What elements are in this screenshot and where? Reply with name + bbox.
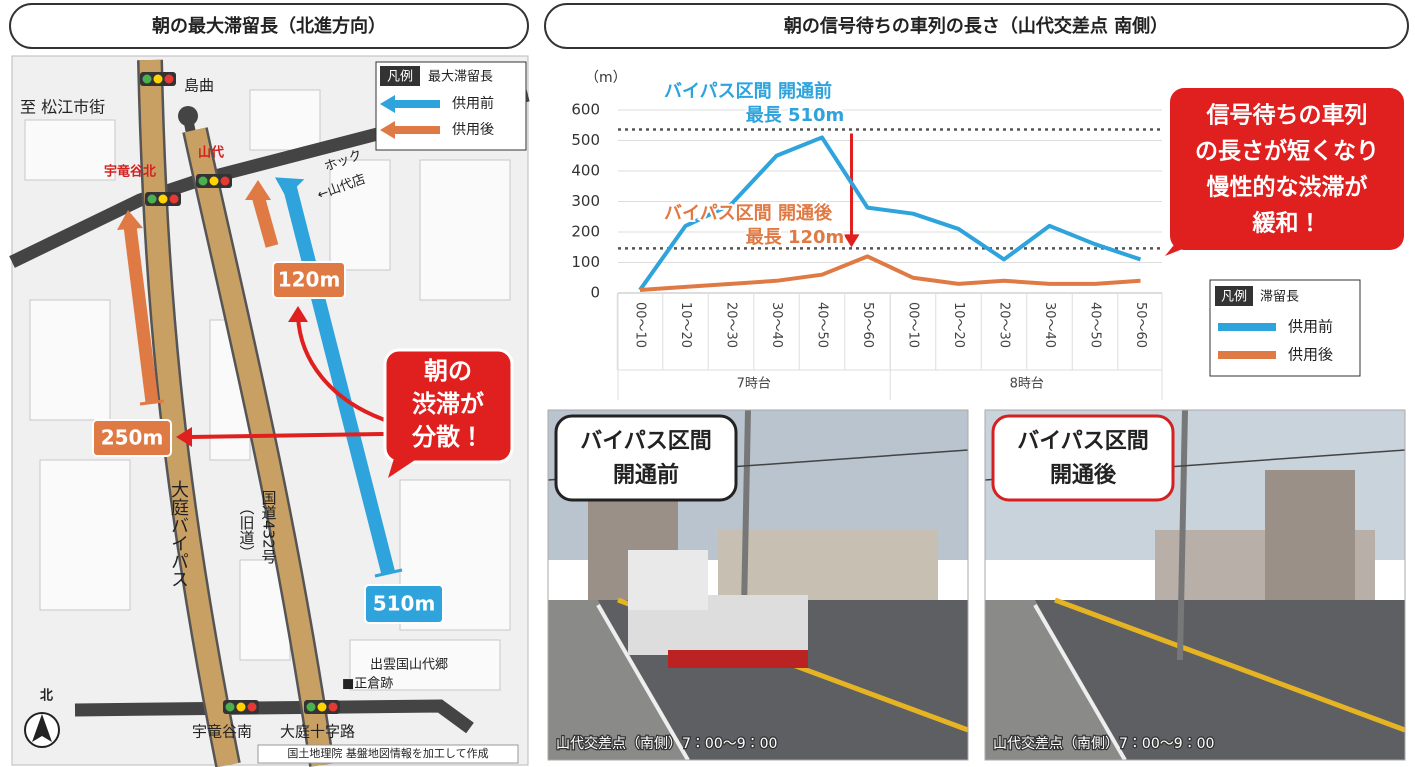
legend-label: 最大滞留長 — [428, 70, 493, 85]
map-rect — [25, 120, 115, 180]
y-tick-label: 300 — [571, 192, 600, 210]
callout-text: 緩和！ — [1253, 210, 1322, 237]
lamp — [318, 703, 327, 712]
lamp — [199, 177, 208, 186]
photo-label: 開通前 — [613, 462, 679, 488]
x-tick-label: 50～60 — [1133, 302, 1148, 348]
x-tick-label: 40～50 — [815, 302, 830, 348]
y-axis-label: （m） — [585, 70, 627, 86]
map: 120m 250m 510m 朝の 渋滞が 分散！ 凡例 最大滞留長 供用前 供… — [12, 56, 528, 765]
callout-text: 渋滞が — [412, 390, 484, 418]
reduction-arrowhead — [844, 234, 860, 247]
lamp — [143, 75, 152, 84]
legend-entry: 供用後 — [452, 122, 494, 138]
y-tick-label: 400 — [571, 162, 600, 180]
photo-caption: 山代交差点（南側）7：00～9：00 — [993, 736, 1214, 752]
photo-label: バイパス区間 — [1017, 429, 1149, 454]
truck-cab — [628, 550, 708, 610]
lamp — [154, 75, 163, 84]
x-tick-label: 30～40 — [1042, 302, 1057, 348]
callout-text: の長さが短くなり — [1195, 138, 1379, 165]
lamp — [248, 703, 257, 712]
map-label: 大庭十字路 — [280, 723, 355, 741]
legend-entry: 供用後 — [1288, 346, 1333, 364]
legend-entry: 供用前 — [1288, 318, 1333, 336]
lamp — [329, 703, 338, 712]
annotation: 最長 510m — [746, 105, 845, 126]
lamp — [237, 703, 246, 712]
map-rect — [250, 90, 320, 150]
map-label: 宇竜谷南 — [192, 723, 252, 741]
map-rect — [40, 460, 130, 610]
callout-text: 慢性的な渋滞が — [1207, 174, 1368, 201]
truck-bottom — [668, 650, 808, 668]
callout-text: 朝の — [424, 357, 472, 385]
map-circle — [178, 106, 198, 126]
north-label: 北 — [40, 689, 53, 704]
map-label: 国道432号 — [260, 490, 278, 565]
infographic: 朝の最大滞留長（北進方向） 朝の信号待ちの車列の長さ（山代交差点 南側） 120… — [0, 0, 1415, 767]
y-tick-label: 600 — [571, 101, 600, 119]
lamp — [307, 703, 316, 712]
x-tick-label: 20～30 — [997, 302, 1012, 348]
map-rect — [30, 300, 110, 420]
map-label: ■正倉跡 — [342, 676, 393, 692]
legend-title: 凡例 — [387, 70, 413, 85]
chart: （m） 0 100 200 300 400 500 600 00～10 10～20 20～30 30～… — [571, 70, 1404, 400]
x-tick-label: 30～40 — [769, 302, 784, 348]
lamp — [221, 177, 230, 186]
lamp — [159, 195, 168, 204]
lamp — [165, 75, 174, 84]
photo-label: バイパス区間 — [580, 429, 712, 454]
x-tick-label: 10～20 — [678, 302, 693, 348]
annotation: バイパス区間 開通前 — [664, 80, 832, 102]
lamp — [170, 195, 179, 204]
map-label: （旧道） — [238, 500, 256, 560]
map-label: 島曲 — [184, 77, 214, 95]
queue-label: 510m — [373, 592, 436, 616]
x-tick-label: 10～20 — [951, 302, 966, 348]
chart-title: 朝の信号待ちの車列の長さ（山代交差点 南側） — [784, 15, 1168, 37]
left-title: 朝の最大滞留長（北進方向） — [152, 15, 386, 37]
callout-text: 分散！ — [411, 423, 484, 451]
map-label: 至 松江市街 — [20, 98, 105, 117]
x-tick-label: 00～10 — [906, 302, 921, 348]
x-tick-label: 00～10 — [633, 302, 648, 348]
y-tick-label: 500 — [571, 131, 600, 149]
lamp — [210, 177, 219, 186]
lamp — [226, 703, 235, 712]
queue-label: 120m — [278, 268, 341, 292]
legend-label: 滞留長 — [1260, 290, 1299, 305]
building — [1265, 470, 1355, 600]
photo-caption: 山代交差点（南側）7：00～9：00 — [556, 736, 777, 752]
group-label: 8時台 — [1010, 376, 1044, 392]
group-label: 7時台 — [737, 376, 771, 392]
map-label: 山代 — [198, 145, 224, 161]
series-line — [640, 256, 1141, 290]
map-label: 宇竜谷北 — [104, 164, 156, 180]
map-label: 大庭バイパス — [168, 480, 189, 588]
y-tick-label: 200 — [571, 223, 600, 241]
annotation: バイパス区間 開通後 — [664, 202, 833, 224]
annotation: 最長 120m — [746, 227, 845, 248]
map-rect — [420, 160, 510, 300]
source: 国土地理院 基盤地図情報を加工して作成 — [287, 747, 488, 760]
photos: バイパス区間開通前山代交差点（南側）7：00～9：00バイパス区間開通後山代交差… — [548, 410, 1405, 760]
x-tick-label: 50～60 — [860, 302, 875, 348]
y-tick-label: 100 — [571, 253, 600, 271]
queue-label: 250m — [101, 426, 164, 450]
x-tick-label: 20～30 — [724, 302, 739, 348]
lamp — [148, 195, 157, 204]
y-tick-label: 0 — [590, 284, 600, 302]
legend-title: 凡例 — [1221, 290, 1247, 305]
photo-label: 開通後 — [1050, 462, 1117, 488]
x-tick-label: 40～50 — [1088, 302, 1103, 348]
callout-text: 信号待ちの車列 — [1206, 102, 1368, 129]
map-label: 出雲国山代郷 — [370, 658, 448, 673]
legend-entry: 供用前 — [452, 95, 494, 112]
